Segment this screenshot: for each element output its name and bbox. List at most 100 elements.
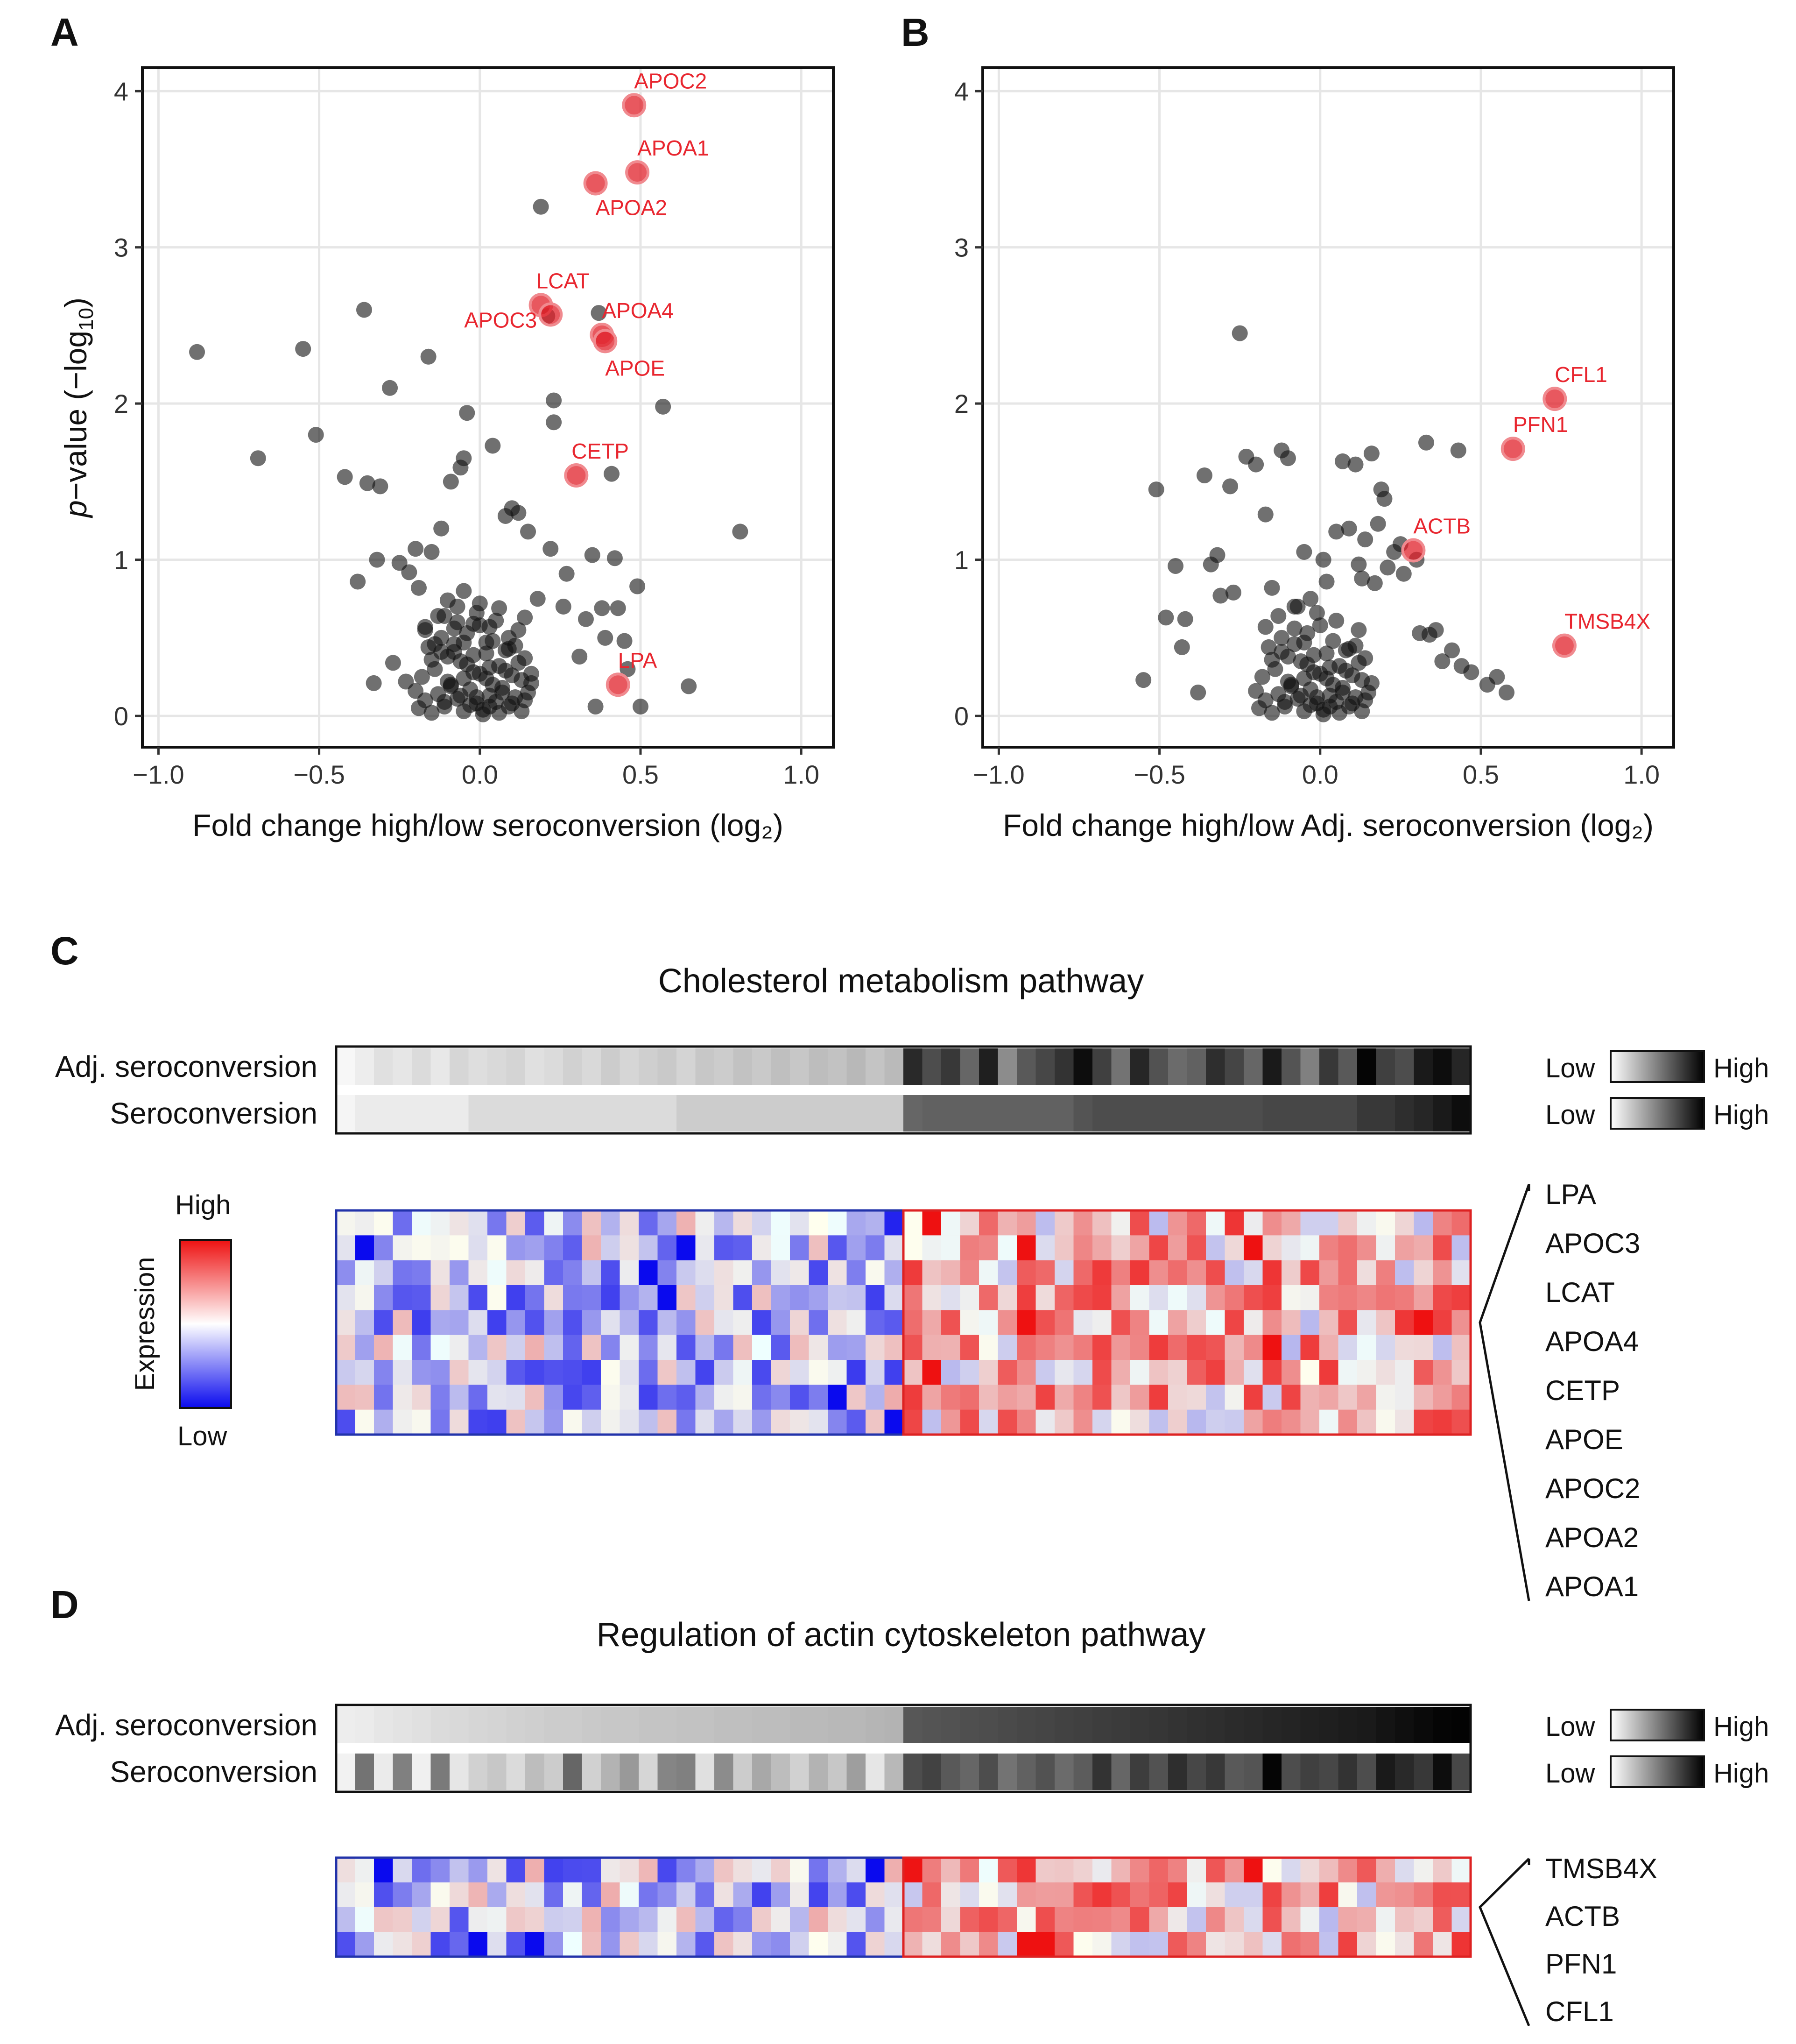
heatmap-cell — [790, 1907, 810, 1932]
heatmap-cell — [412, 1235, 431, 1261]
heatmap-cell — [1168, 1360, 1188, 1385]
heatmap-cell — [714, 1260, 734, 1286]
heatmap-cell — [714, 1409, 734, 1435]
heatmap-cell — [1035, 1360, 1055, 1385]
heatmap-cell — [1206, 1409, 1226, 1435]
data-point — [1412, 625, 1428, 641]
annotation-cell — [828, 1707, 847, 1743]
annotation-cell — [941, 1048, 961, 1085]
heatmap-cell — [695, 1310, 715, 1336]
heatmap-cell — [695, 1409, 715, 1435]
data-point — [517, 609, 533, 626]
heatmap-cell — [1168, 1235, 1188, 1261]
heatmap-cell — [355, 1932, 374, 1957]
heatmap-cell — [582, 1360, 601, 1385]
heatmap-cell — [468, 1335, 488, 1360]
heatmap-cell — [563, 1235, 583, 1261]
annotation-cell — [430, 1707, 450, 1743]
heatmap-cell — [1035, 1907, 1055, 1932]
annotation-cell — [1225, 1754, 1244, 1790]
data-point — [606, 550, 623, 566]
heatmap-cell — [960, 1907, 979, 1932]
annotation-cell — [1338, 1754, 1358, 1790]
annotation-cell — [1055, 1095, 1074, 1132]
heatmap-cell — [903, 1907, 923, 1932]
heatmap-cell — [1130, 1360, 1150, 1385]
heatmap-cell — [487, 1310, 507, 1336]
heatmap-cell — [1244, 1409, 1263, 1435]
data-point — [417, 619, 433, 635]
heatmap-cell — [846, 1882, 866, 1908]
annotation-cell — [582, 1754, 601, 1790]
heatmap-cell — [563, 1858, 583, 1883]
data-point — [681, 678, 697, 694]
heatmap-cell — [1282, 1310, 1301, 1336]
data-point — [1264, 705, 1280, 721]
heatmap-cell — [846, 1385, 866, 1410]
heatmap-cell — [828, 1385, 847, 1410]
heatmap-cell — [790, 1385, 810, 1410]
heatmap-cell — [1319, 1907, 1339, 1932]
heatmap-cell — [941, 1858, 961, 1883]
heatmap-cell — [506, 1409, 526, 1435]
annotation-cell — [374, 1048, 394, 1085]
heatmap-cell — [1376, 1858, 1395, 1883]
heatmap-cell — [355, 1310, 374, 1336]
annotation-cell — [960, 1048, 979, 1085]
heatmap-cell — [922, 1210, 942, 1236]
annotation-cell — [866, 1754, 885, 1790]
heatmap-cell — [809, 1932, 828, 1957]
heatmap-cell — [1451, 1335, 1471, 1360]
heatmap-cell — [1092, 1882, 1112, 1908]
heatmap-cell — [544, 1335, 563, 1360]
data-point — [497, 508, 514, 524]
heatmap-cell — [1073, 1260, 1093, 1286]
heatmap-cell — [695, 1858, 715, 1883]
heatmap-cell — [582, 1235, 601, 1261]
heatmap-cell — [1168, 1882, 1188, 1908]
heatmap-cell — [1073, 1335, 1093, 1360]
annotation-cell — [941, 1707, 961, 1743]
heatmap-cell — [468, 1285, 488, 1310]
heatmap-cell — [657, 1260, 677, 1286]
data-point — [587, 699, 604, 715]
heatmap-cell — [412, 1335, 431, 1360]
heatmap-cell — [1035, 1260, 1055, 1286]
annotation-cell — [846, 1754, 866, 1790]
heatmap-cell — [1017, 1360, 1036, 1385]
heatmap-cell — [1073, 1858, 1093, 1883]
data-point — [423, 544, 440, 560]
annotation-cell — [903, 1707, 923, 1743]
annotation-cell — [1168, 1048, 1188, 1085]
annotation-cell — [487, 1754, 507, 1790]
gene-row-label-tmsb4x: TMSB4X — [1545, 1853, 1657, 1884]
heatmap-cell — [657, 1335, 677, 1360]
annotation-frame — [335, 1045, 1472, 1135]
annotation-cell — [1300, 1754, 1320, 1790]
heatmap-cell — [1451, 1907, 1471, 1932]
highlight-point-apoc2 — [622, 93, 647, 118]
heatmap-cell — [393, 1409, 412, 1435]
annotation-cell — [1357, 1048, 1377, 1085]
heatmap-cell — [790, 1409, 810, 1435]
heatmap-cell — [1451, 1285, 1471, 1310]
heatmap-cell — [1187, 1260, 1206, 1286]
heatmap-cell — [979, 1335, 999, 1360]
heatmap-cell — [393, 1285, 412, 1310]
heatmap-cell — [884, 1310, 904, 1336]
annotation-row-label: Adj. seroconversion — [55, 1708, 317, 1742]
data-point — [1225, 584, 1241, 601]
heatmap-cell — [960, 1210, 979, 1236]
annotation-cell — [771, 1754, 790, 1790]
heatmap-cell — [620, 1335, 639, 1360]
heatmap-cell — [1035, 1858, 1055, 1883]
heatmap-cell — [1395, 1310, 1415, 1336]
heatmap-cell — [657, 1882, 677, 1908]
heatmap-cell — [676, 1907, 696, 1932]
heatmap-cell — [1357, 1235, 1377, 1261]
heatmap-cell — [828, 1932, 847, 1957]
heatmap-cell — [1225, 1907, 1244, 1932]
heatmap-cell — [639, 1335, 658, 1360]
annotation-cell — [1206, 1707, 1226, 1743]
heatmap-cell — [1017, 1409, 1036, 1435]
